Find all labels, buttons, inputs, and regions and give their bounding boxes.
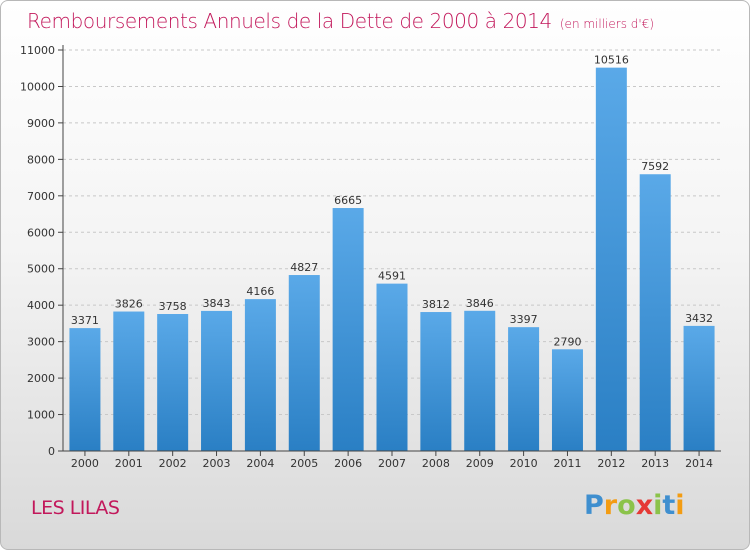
x-tick-label: 2005: [290, 457, 318, 470]
bar: [464, 310, 496, 451]
bar-value-label: 3432: [685, 312, 713, 325]
bar-value-label: 3371: [71, 314, 99, 327]
bar-value-label: 3758: [159, 300, 187, 313]
y-tick-label: 0: [48, 445, 55, 458]
bar: [288, 275, 320, 451]
logo-letter: i: [675, 490, 685, 521]
x-tick-label: 2012: [597, 457, 625, 470]
bar: [595, 67, 627, 452]
x-tick-label: 2014: [685, 457, 713, 470]
y-tick-label: 6000: [27, 226, 55, 239]
bar: [376, 283, 408, 451]
x-tick-label: 2009: [466, 457, 494, 470]
bar: [69, 328, 101, 451]
logo-letter: o: [617, 490, 636, 521]
bar: [551, 349, 583, 451]
x-tick-label: 2002: [159, 457, 187, 470]
bar-value-label: 3812: [422, 298, 450, 311]
x-tick-label: 2011: [553, 457, 581, 470]
bar-value-label: 4827: [290, 261, 318, 274]
x-tick-label: 2013: [641, 457, 669, 470]
y-tick-label: 1000: [27, 409, 55, 422]
x-axis: 2000 2001 2002 2003 2004 2005 2006 2007 2008 2009…: [63, 450, 721, 470]
y-tick-label: 10000: [20, 80, 55, 93]
x-tick-label: 2006: [334, 457, 362, 470]
chart-unit: (en milliers d'€): [559, 17, 654, 31]
x-tick-label: 2000: [71, 457, 99, 470]
bar-value-label: 7592: [641, 160, 669, 173]
x-tick-label: 2010: [510, 457, 538, 470]
x-tick-label: 2003: [203, 457, 231, 470]
x-tick-label: 2001: [115, 457, 143, 470]
y-tick-label: 9000: [27, 117, 55, 130]
bar: [639, 174, 671, 451]
bar: [157, 314, 189, 451]
bar: [683, 325, 715, 451]
bar: [113, 311, 145, 451]
bar: [201, 310, 233, 451]
x-tick-label: 2007: [378, 457, 406, 470]
bar: [420, 312, 452, 451]
chart-title: Remboursements Annuels de la Dette de 20…: [27, 9, 654, 33]
commune-name: LES LILAS: [31, 497, 120, 519]
y-tick-label: 7000: [27, 190, 55, 203]
bar: [332, 208, 364, 451]
y-axis: 0 1000 2000 3000 4000 5000 6000 7000 8000 9000 100…: [20, 44, 64, 458]
x-tick-label: 2008: [422, 457, 450, 470]
bar-value-label: 4166: [246, 285, 274, 298]
proxiti-logo: Proxiti: [584, 490, 685, 521]
y-tick-label: 8000: [27, 153, 55, 166]
bar-value-label: 10516: [594, 54, 629, 67]
bar-value-label: 6665: [334, 194, 362, 207]
y-tick-label: 2000: [27, 372, 55, 385]
bar: [244, 299, 276, 451]
y-tick-label: 11000: [20, 44, 55, 57]
logo-letter: t: [662, 490, 676, 521]
logo-letter: x: [635, 490, 654, 521]
logo-letter: i: [653, 490, 663, 521]
logo-letter: r: [603, 490, 618, 521]
bar: [508, 327, 540, 451]
bar-value-label: 3846: [466, 297, 494, 310]
chart-title-text: Remboursements Annuels de la Dette de 20…: [27, 9, 552, 33]
bar-value-label: 3843: [203, 297, 231, 310]
y-tick-label: 5000: [27, 263, 55, 276]
y-tick-label: 4000: [27, 299, 55, 312]
x-tick-label: 2004: [246, 457, 274, 470]
bar-value-label: 4591: [378, 270, 406, 283]
bars: 3371 3826 3758 3843 4166 4827 6665 4591 3812 3846…: [69, 54, 715, 452]
logo-letter: P: [584, 490, 604, 521]
bar-value-label: 3826: [115, 298, 143, 311]
bar-value-label: 3397: [510, 313, 538, 326]
bar-value-label: 2790: [553, 335, 581, 348]
y-tick-label: 3000: [27, 336, 55, 349]
